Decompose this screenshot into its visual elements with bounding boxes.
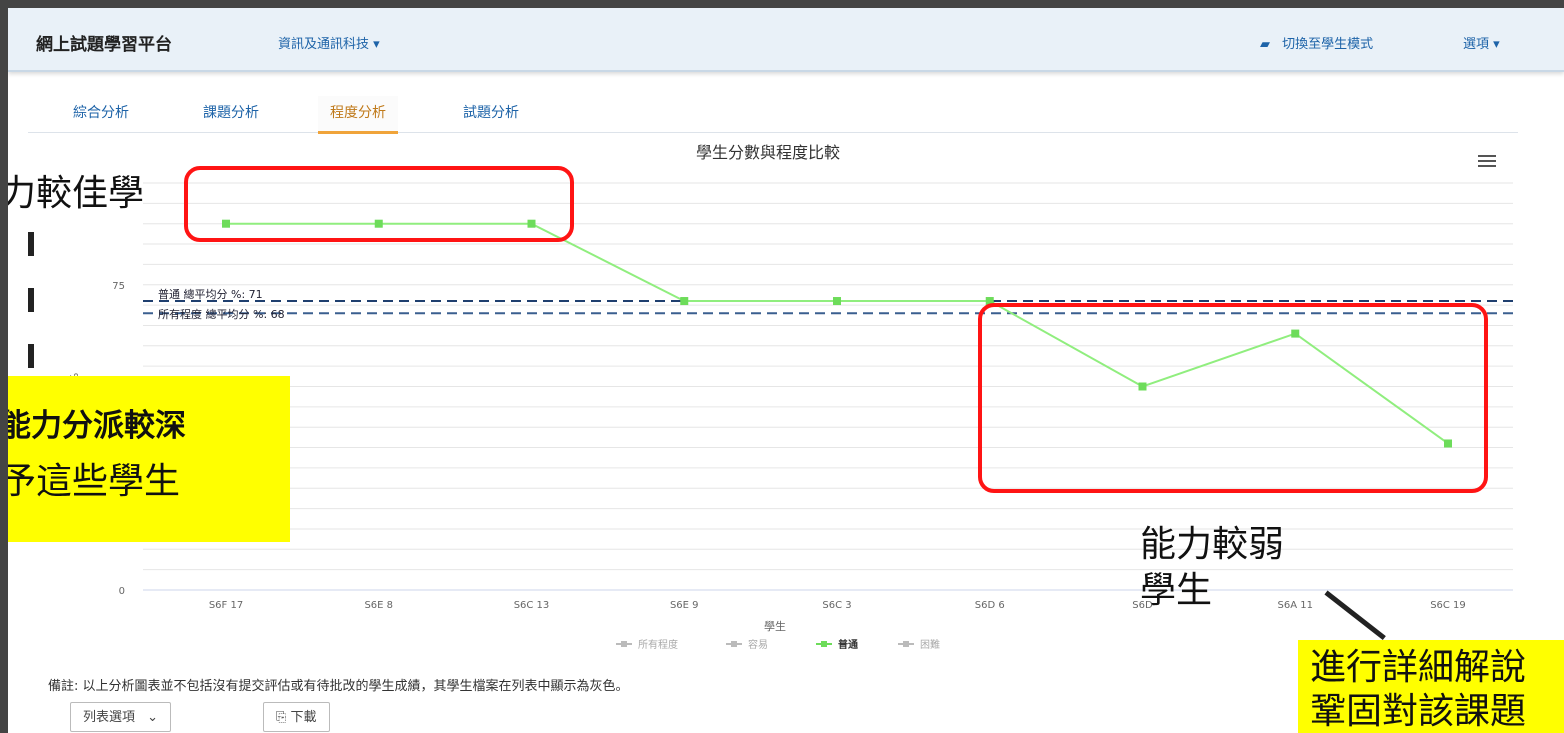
top-navbar: 網上試題學習平台 資訊及通訊科技 ▾ ▰ 切換至學生模式 選項 ▾	[8, 8, 1564, 72]
weak-students-line1: 能力較弱	[1140, 524, 1285, 565]
brand-title[interactable]: 網上試題學習平台	[36, 35, 172, 55]
chart-title: 學生分數與程度比較	[696, 143, 840, 162]
dashed-pointer	[28, 232, 34, 372]
switch-mode-label: 切換至學生模式	[1282, 37, 1374, 52]
x-tick-label: S6C 13	[514, 600, 550, 611]
x-axis-title: 學生	[764, 619, 786, 633]
reference-lines: 普通 總平均分 %: 71 所有程度 總平均分 %: 68	[143, 287, 1513, 321]
right-callout-line2: 鞏固對該課題	[1310, 691, 1527, 732]
data-point[interactable]	[1291, 329, 1300, 338]
x-tick-label: S6E 9	[670, 600, 699, 611]
x-tick-label: S6C 3	[822, 600, 851, 611]
right-callout-box: 進行詳細解說 鞏固對該課題	[1298, 640, 1564, 733]
data-point[interactable]	[374, 219, 383, 228]
data-point[interactable]	[1138, 382, 1147, 391]
graduation-cap-icon: ▰	[1260, 37, 1270, 52]
tab-overall[interactable]: 綜合分析	[73, 105, 129, 121]
tab-topic[interactable]: 課題分析	[203, 105, 259, 121]
download-button[interactable]: ⎘ 下載	[263, 702, 330, 732]
x-tick-label: S6C 19	[1430, 600, 1466, 611]
left-callout-box: 能力分派較深 予這些學生	[8, 376, 290, 542]
data-point[interactable]	[833, 297, 841, 306]
y-tick-label: 0	[119, 586, 125, 597]
note-text: 備註: 以上分析圖表並不包括沒有提交評估或有待批改的學生成績，其學生檔案在列表中…	[48, 679, 629, 694]
legend-marker	[731, 641, 737, 647]
x-tick-label: S6F 17	[209, 600, 243, 611]
left-callout-line1: 能力分派較深	[8, 408, 186, 444]
y-axis-labels: 0 75	[112, 281, 125, 597]
options-dropdown[interactable]: 選項 ▾	[1463, 37, 1500, 52]
legend-item[interactable]: 所有程度	[638, 638, 678, 651]
reference-line-label: 普通 總平均分 %: 71	[158, 287, 263, 301]
list-options-label: 列表選項	[83, 710, 136, 725]
chart-menu-icon[interactable]	[1478, 152, 1496, 170]
x-tick-label: S6A 11	[1278, 600, 1313, 611]
left-callout-line2: 予這些學生	[8, 461, 181, 502]
legend-marker	[903, 641, 909, 647]
x-axis-labels: S6F 17 S6E 8 S6C 13 S6E 9 S6C 3 S6D 6 S6D S6A 1…	[143, 589, 1513, 611]
tab-level[interactable]: 程度分析	[318, 96, 398, 134]
download-icon: ⎘	[276, 710, 287, 725]
data-point[interactable]	[222, 219, 230, 228]
download-label: 下載	[290, 710, 317, 725]
y-tick-label: 75	[112, 281, 125, 292]
strong-students-highlight	[184, 166, 574, 242]
data-point[interactable]	[527, 219, 536, 228]
data-point[interactable]	[680, 297, 689, 306]
tab-question[interactable]: 試題分析	[463, 105, 519, 121]
data-point[interactable]	[985, 297, 994, 306]
chevron-down-icon: ⌄	[147, 710, 159, 725]
chart-series	[222, 219, 1452, 448]
chart-legend[interactable]: 所有程度 容易 普通 困難	[616, 638, 940, 651]
x-tick-label: S6D	[1132, 600, 1153, 611]
legend-item[interactable]: 容易	[748, 638, 768, 651]
data-point[interactable]	[1444, 439, 1452, 448]
analysis-tabs: 綜合分析 課題分析 程度分析 試題分析	[28, 88, 1518, 134]
legend-item[interactable]: 普通	[838, 638, 858, 651]
list-options-button[interactable]: 列表選項 ⌄	[70, 702, 172, 732]
subject-dropdown[interactable]: 資訊及通訊科技 ▾	[278, 37, 380, 52]
score-level-chart: 學生分數與程度比較 普通 總平均分 %: 71 所有程度 總平均分 %: 68 S…	[68, 143, 1513, 651]
x-tick-label: S6D 6	[975, 600, 1005, 611]
legend-marker	[621, 641, 627, 647]
weak-students-label: 能力較弱 學生	[1140, 522, 1284, 614]
legend-item[interactable]: 困難	[920, 638, 940, 651]
switch-student-mode-link[interactable]: ▰ 切換至學生模式	[1260, 33, 1373, 52]
weak-students-line2: 學生	[1140, 570, 1213, 611]
weak-students-highlight	[978, 303, 1488, 493]
strong-students-label: 力較佳學	[8, 173, 145, 214]
reference-line-label: 所有程度 總平均分 %: 68	[158, 307, 285, 321]
legend-marker	[821, 641, 827, 647]
x-tick-label: S6E 8	[364, 600, 393, 611]
app-window: 網上試題學習平台 資訊及通訊科技 ▾ ▰ 切換至學生模式 選項 ▾ 綜合分析 課…	[8, 8, 1564, 733]
right-callout-line1: 進行詳細解說	[1310, 647, 1527, 688]
